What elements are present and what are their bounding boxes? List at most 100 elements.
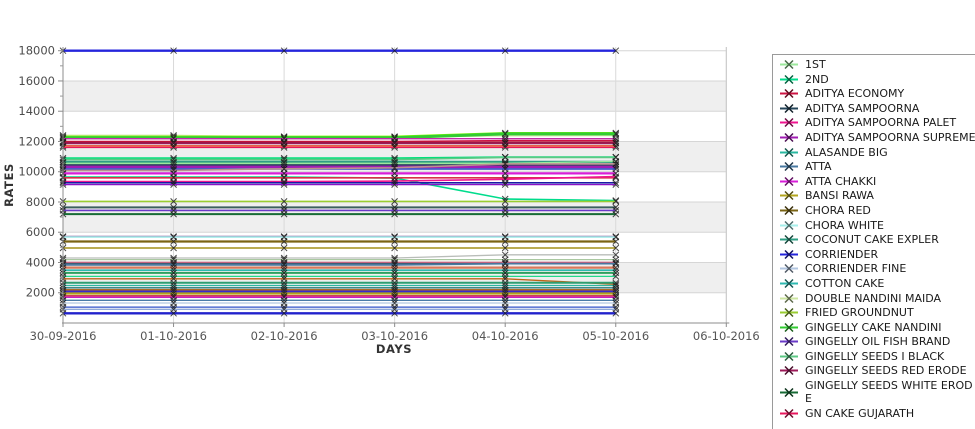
legend-item-label: GINGELLY SEEDS RED ERODE [805,364,967,378]
legend-item: ALASANDE BIG [780,146,975,159]
legend-x-marker-icon [780,74,798,84]
legend-item-label: GINGELLY SEEDS WHITE EROD E [805,379,973,406]
series-lines [59,47,620,317]
legend-x-marker-icon [780,278,798,288]
y-tick-label: 8000 [26,195,55,209]
x-tick-label: 03-10-2016 [361,329,428,343]
legend-item: ATTA [780,160,975,173]
legend-item: BANSI RAWA [780,189,975,202]
legend-x-marker-icon [780,89,798,99]
legend-x-marker-icon [780,387,798,397]
legend-item: DOUBLE NANDINI MAIDA [780,292,975,305]
x-tick-label: 30-09-2016 [30,329,97,343]
legend-item: GINGELLY SEEDS RED ERODE [780,364,975,377]
y-tick-label: 14000 [18,104,55,118]
y-tick-label: 6000 [26,225,55,239]
legend-x-marker-icon [780,118,798,128]
legend-x-marker-icon [780,337,798,347]
series-line [63,156,616,161]
legend-x-marker-icon [780,59,798,70]
legend-item-label: 2ND [805,72,829,86]
legend-x-marker-icon [780,205,798,215]
legend-x-marker-icon [780,220,798,230]
series-line [63,139,616,143]
legend-item: ADITYA ECONOMY [780,87,975,100]
legend-x-marker-icon [780,235,798,245]
legend-item-label: CORRIENDER FINE [805,262,907,276]
legend-item-label: COTTON CAKE [805,276,885,290]
legend-item-label: FRIED GROUNDNUT [805,306,914,320]
x-axis-label: DAYS [376,342,412,356]
legend-item: GINGELLY SEEDS I BLACK [780,350,975,363]
y-tick-label: 4000 [26,255,55,269]
series-line [63,176,616,202]
series-line [63,254,616,259]
legend-item: GINGELLY OIL FISH BRAND [780,335,975,348]
legend-item-label: BANSI RAWA [805,189,874,203]
legend-item: ATTA CHAKKI [780,175,975,188]
legend-item-label: ALASANDE BIG [805,145,888,159]
legend-x-marker-icon [780,293,798,303]
legend-x-marker-icon [780,249,798,259]
legend-item-label: GINGELLY OIL FISH BRAND [805,335,951,349]
legend-item-label: ATTA CHAKKI [805,174,877,188]
legend-x-marker-icon [780,366,798,376]
x-tick-label: 02-10-2016 [251,329,318,343]
series-line [63,262,616,266]
series-line [63,278,616,285]
legend-item: CHORA RED [780,204,975,217]
series-line [63,160,616,164]
legend-item-label: CHORA RED [805,203,871,217]
legend-x-marker-icon [780,322,798,332]
legend-item-label: CHORA WHITE [805,218,884,232]
legend-item: CORRIENDER FINE [780,262,975,275]
legend-x-marker-icon [780,264,798,274]
x-tick-label: 05-10-2016 [582,329,649,343]
legend-item: ADITYA SAMPOORNA [780,102,975,115]
legend-x-marker-icon [780,176,798,186]
legend-x-marker-icon [780,162,798,172]
x-tick-label: 06-10-2016 [693,329,760,343]
legend-item-label: GINGELLY CAKE NANDINI [805,320,942,334]
legend-x-marker-icon [780,308,798,318]
legend-item-list: 1ST 2ND ADITYA ECONOMY ADITYA SAMPOORNA ADIT… [780,58,975,420]
legend-item-label: COCONUT CAKE EXPLER [805,233,939,247]
legend-x-marker-icon [780,147,798,157]
series-line [63,163,616,172]
legend-item-label: CORRIENDER [805,247,879,261]
legend-item-label: GINGELLY SEEDS I BLACK [805,349,945,363]
legend-item-label: ADITYA SAMPOORNA SUPREME [805,130,975,144]
legend-x-marker-icon [780,132,798,142]
y-tick-label: 10000 [18,165,55,179]
legend-item-label: 1ST [805,58,826,71]
x-tick-label: 04-10-2016 [472,329,539,343]
series-line [63,132,616,140]
chart-legend: 1ST 2ND ADITYA ECONOMY ADITYA SAMPOORNA ADIT… [772,54,975,429]
legend-item: GN CAKE GUJARATH [780,407,975,420]
y-axis-label: RATES [2,163,16,207]
y-tick-label: 16000 [18,74,55,88]
legend-item: COTTON CAKE [780,277,975,290]
legend-item: CHORA WHITE [780,219,975,232]
y-tick-label: 18000 [18,44,55,58]
axis-ticks-and-labels: 2000 4000 6000 8000 10000 12000 14000 16000 1800… [18,44,759,343]
legend-item: 2ND [780,73,975,86]
legend-item: FRIED GROUNDNUT [780,306,975,319]
legend-x-marker-icon [780,191,798,201]
legend-item: GINGELLY CAKE NANDINI [780,321,975,334]
legend-x-marker-icon [780,351,798,361]
legend-item: ADITYA SAMPOORNA SUPREME [780,131,975,144]
legend-item: ADITYA SAMPOORNA PALET [780,116,975,129]
legend-item: COCONUT CAKE EXPLER [780,233,975,246]
legend-item: CORRIENDER [780,248,975,261]
legend-item-label: GN CAKE GUJARATH [805,406,915,420]
x-tick-label: 01-10-2016 [140,329,207,343]
y-tick-label: 2000 [26,286,55,300]
legend-item: 1ST [780,58,975,71]
legend-x-marker-icon [780,408,798,418]
legend-item-label: DOUBLE NANDINI MAIDA [805,291,942,305]
legend-item: GINGELLY SEEDS WHITE EROD E [780,379,975,405]
legend-item-label: ADITYA SAMPOORNA PALET [805,116,957,130]
